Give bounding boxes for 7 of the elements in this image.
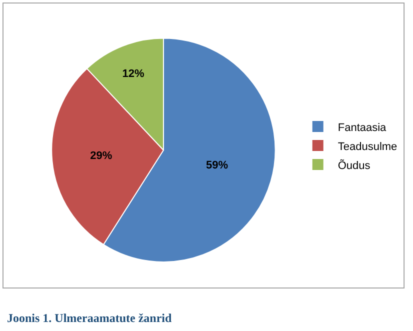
text: Joonis 1. Ulmeraamatute žanrid xyxy=(7,311,172,325)
data-label: 59% xyxy=(206,160,228,172)
legend-label: Fantaasia xyxy=(338,122,388,134)
data-label: 12% xyxy=(122,68,144,80)
data-label: 29% xyxy=(90,150,112,162)
legend-label: Teadusulme xyxy=(338,140,398,153)
legend-label: Õudus xyxy=(338,158,371,172)
